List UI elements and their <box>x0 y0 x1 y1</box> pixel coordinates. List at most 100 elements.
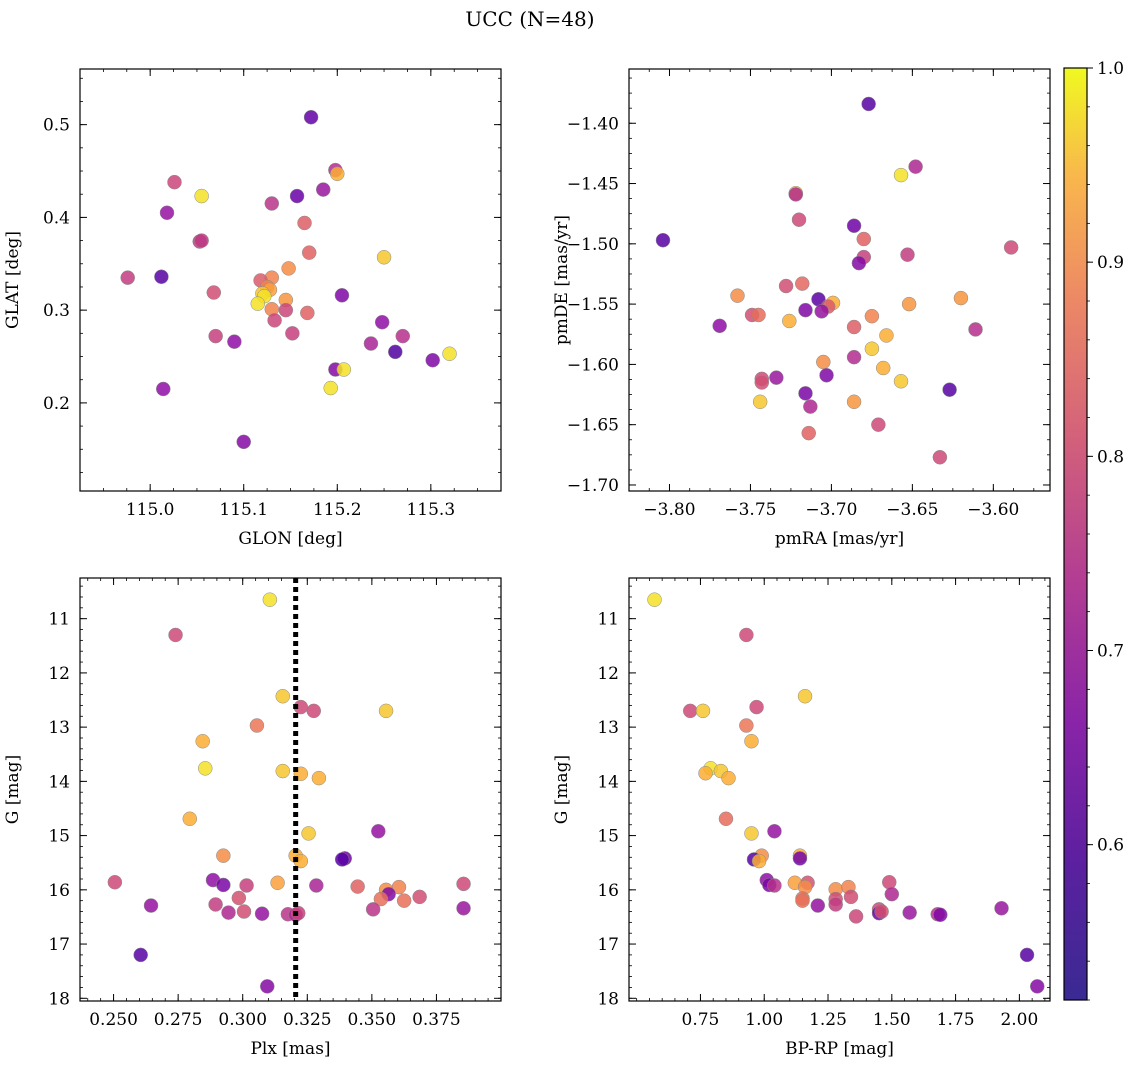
data-point <box>365 902 381 917</box>
data-point <box>884 886 900 902</box>
y-tick-label: 14 <box>597 772 619 792</box>
data-point <box>856 231 872 247</box>
data-point <box>968 322 983 337</box>
data-point <box>767 824 782 839</box>
y-tick-label: 0.2 <box>43 394 70 414</box>
y-axis-label: pmDE [mas/yr] <box>552 215 572 345</box>
y-tick-label: 14 <box>48 772 70 792</box>
data-point <box>334 288 350 303</box>
panel-bprp-g: 0.75 1.00 1.25 1.50 1.75 2.00 11 12 13 14 15 16 17 18… <box>552 577 1051 1059</box>
data-point <box>797 688 813 704</box>
data-point <box>647 592 662 607</box>
data-point <box>133 947 148 963</box>
data-point <box>718 811 734 827</box>
data-point <box>816 354 831 370</box>
data-point <box>893 167 909 183</box>
plot-frame <box>628 68 1051 492</box>
data-point <box>778 278 794 294</box>
data-point <box>107 874 123 890</box>
data-point <box>156 381 171 397</box>
data-point <box>1029 979 1045 994</box>
data-point <box>828 897 843 912</box>
points <box>120 109 457 450</box>
data-point <box>932 449 948 465</box>
data-point <box>396 893 412 908</box>
data-point <box>239 878 254 893</box>
colorbar-tick-label: 1.0 <box>1097 59 1124 79</box>
plot-frame <box>628 577 1051 1002</box>
x-tick-label: 0.75 <box>682 1010 720 1030</box>
data-point <box>168 627 183 643</box>
x-axis-label: Plx [mas] <box>250 1039 330 1059</box>
x-minor-ticks <box>636 578 1046 1001</box>
data-point <box>154 269 169 285</box>
data-point <box>395 328 411 344</box>
x-tick-label: 1.75 <box>937 1010 975 1030</box>
data-point <box>216 848 231 863</box>
data-point <box>803 399 818 414</box>
y-tick-label: 15 <box>597 827 619 847</box>
x-axis-label: BP-RP [mag] <box>785 1039 894 1059</box>
data-point <box>227 334 242 349</box>
data-point <box>208 328 223 344</box>
colorbar: 0.6 0.7 0.8 0.9 1.0 <box>1063 59 1124 1001</box>
data-point <box>221 905 236 920</box>
x-tick-label: 0.350 <box>348 1010 397 1030</box>
data-point <box>698 765 713 781</box>
data-point <box>846 349 862 365</box>
data-point <box>336 362 352 377</box>
x-axis-label: pmRA [mas/yr] <box>775 529 904 549</box>
data-point <box>270 875 285 891</box>
x-tick-label: 1.50 <box>873 1010 911 1030</box>
data-point <box>739 627 754 643</box>
x-tick-label: 115.0 <box>126 500 175 520</box>
data-point <box>301 826 316 841</box>
data-point <box>334 852 350 867</box>
y-tick-label: 17 <box>597 935 619 955</box>
y-tick-label: 12 <box>597 664 619 684</box>
data-point <box>1003 240 1019 255</box>
data-point <box>798 386 813 401</box>
data-point <box>371 824 386 839</box>
data-point <box>795 893 810 908</box>
y-tick-label: −1.40 <box>567 114 619 134</box>
data-point <box>260 979 275 994</box>
x-tick-label: 1.25 <box>809 1010 847 1030</box>
data-point <box>198 761 213 776</box>
data-point <box>231 890 247 906</box>
y-tick-label: 16 <box>48 881 70 901</box>
x-tick-label: 2.00 <box>1000 1010 1038 1030</box>
data-point <box>374 314 390 330</box>
data-point <box>893 374 909 389</box>
colorbar-gradient <box>1063 67 1088 1001</box>
panels: 115.0 115.1 115.2 115.3 0.2 0.3 0.4 0.5 GLON [de… <box>3 68 1051 1059</box>
y-tick-label: 13 <box>48 718 70 738</box>
y-tick-label: 16 <box>597 881 619 901</box>
data-point <box>378 703 394 719</box>
data-point <box>788 187 804 202</box>
data-point <box>752 394 768 410</box>
data-point <box>143 898 159 913</box>
data-point <box>323 380 338 396</box>
data-point <box>250 296 266 311</box>
y-tick-label: −1.65 <box>567 416 619 436</box>
data-point <box>388 344 403 360</box>
y-tick-label: 15 <box>48 827 70 847</box>
data-point <box>1019 947 1035 963</box>
y-axis-label: G [mag] <box>552 755 572 824</box>
data-point <box>275 688 291 704</box>
data-point <box>373 891 389 907</box>
panel-plx-g: 0.250 0.275 0.300 0.325 0.350 0.375 11 12 13 14 15… <box>3 577 502 1059</box>
data-point <box>908 159 923 174</box>
data-point <box>412 889 427 905</box>
data-point <box>311 770 327 786</box>
data-point <box>236 904 252 919</box>
data-point <box>902 905 917 920</box>
x-tick-label: 0.325 <box>283 1010 332 1030</box>
data-point <box>933 907 948 923</box>
data-point <box>306 703 321 719</box>
plot-frame <box>79 68 502 492</box>
data-point <box>879 328 894 343</box>
x-tick-label: −3.75 <box>724 500 776 520</box>
data-point <box>281 261 296 276</box>
